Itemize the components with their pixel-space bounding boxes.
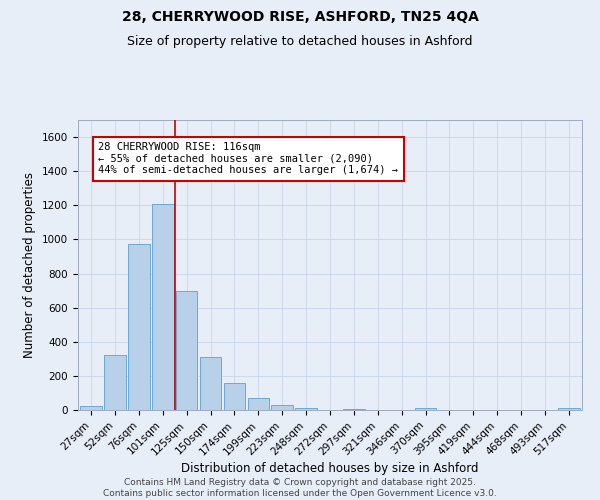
Bar <box>558 408 580 410</box>
Bar <box>104 354 126 410</box>
Bar <box>343 408 365 410</box>
Bar <box>224 382 245 410</box>
Text: 28 CHERRYWOOD RISE: 116sqm
← 55% of detached houses are smaller (2,090)
44% of s: 28 CHERRYWOOD RISE: 116sqm ← 55% of deta… <box>98 142 398 176</box>
Y-axis label: Number of detached properties: Number of detached properties <box>23 172 37 358</box>
Bar <box>128 244 149 410</box>
Text: 28, CHERRYWOOD RISE, ASHFORD, TN25 4QA: 28, CHERRYWOOD RISE, ASHFORD, TN25 4QA <box>122 10 478 24</box>
X-axis label: Distribution of detached houses by size in Ashford: Distribution of detached houses by size … <box>181 462 479 475</box>
Bar <box>80 406 102 410</box>
Bar <box>271 405 293 410</box>
Bar <box>295 408 317 410</box>
Text: Contains HM Land Registry data © Crown copyright and database right 2025.
Contai: Contains HM Land Registry data © Crown c… <box>103 478 497 498</box>
Bar <box>176 290 197 410</box>
Text: Size of property relative to detached houses in Ashford: Size of property relative to detached ho… <box>127 35 473 48</box>
Bar <box>152 204 173 410</box>
Bar <box>200 357 221 410</box>
Bar <box>415 408 436 410</box>
Bar <box>248 398 269 410</box>
